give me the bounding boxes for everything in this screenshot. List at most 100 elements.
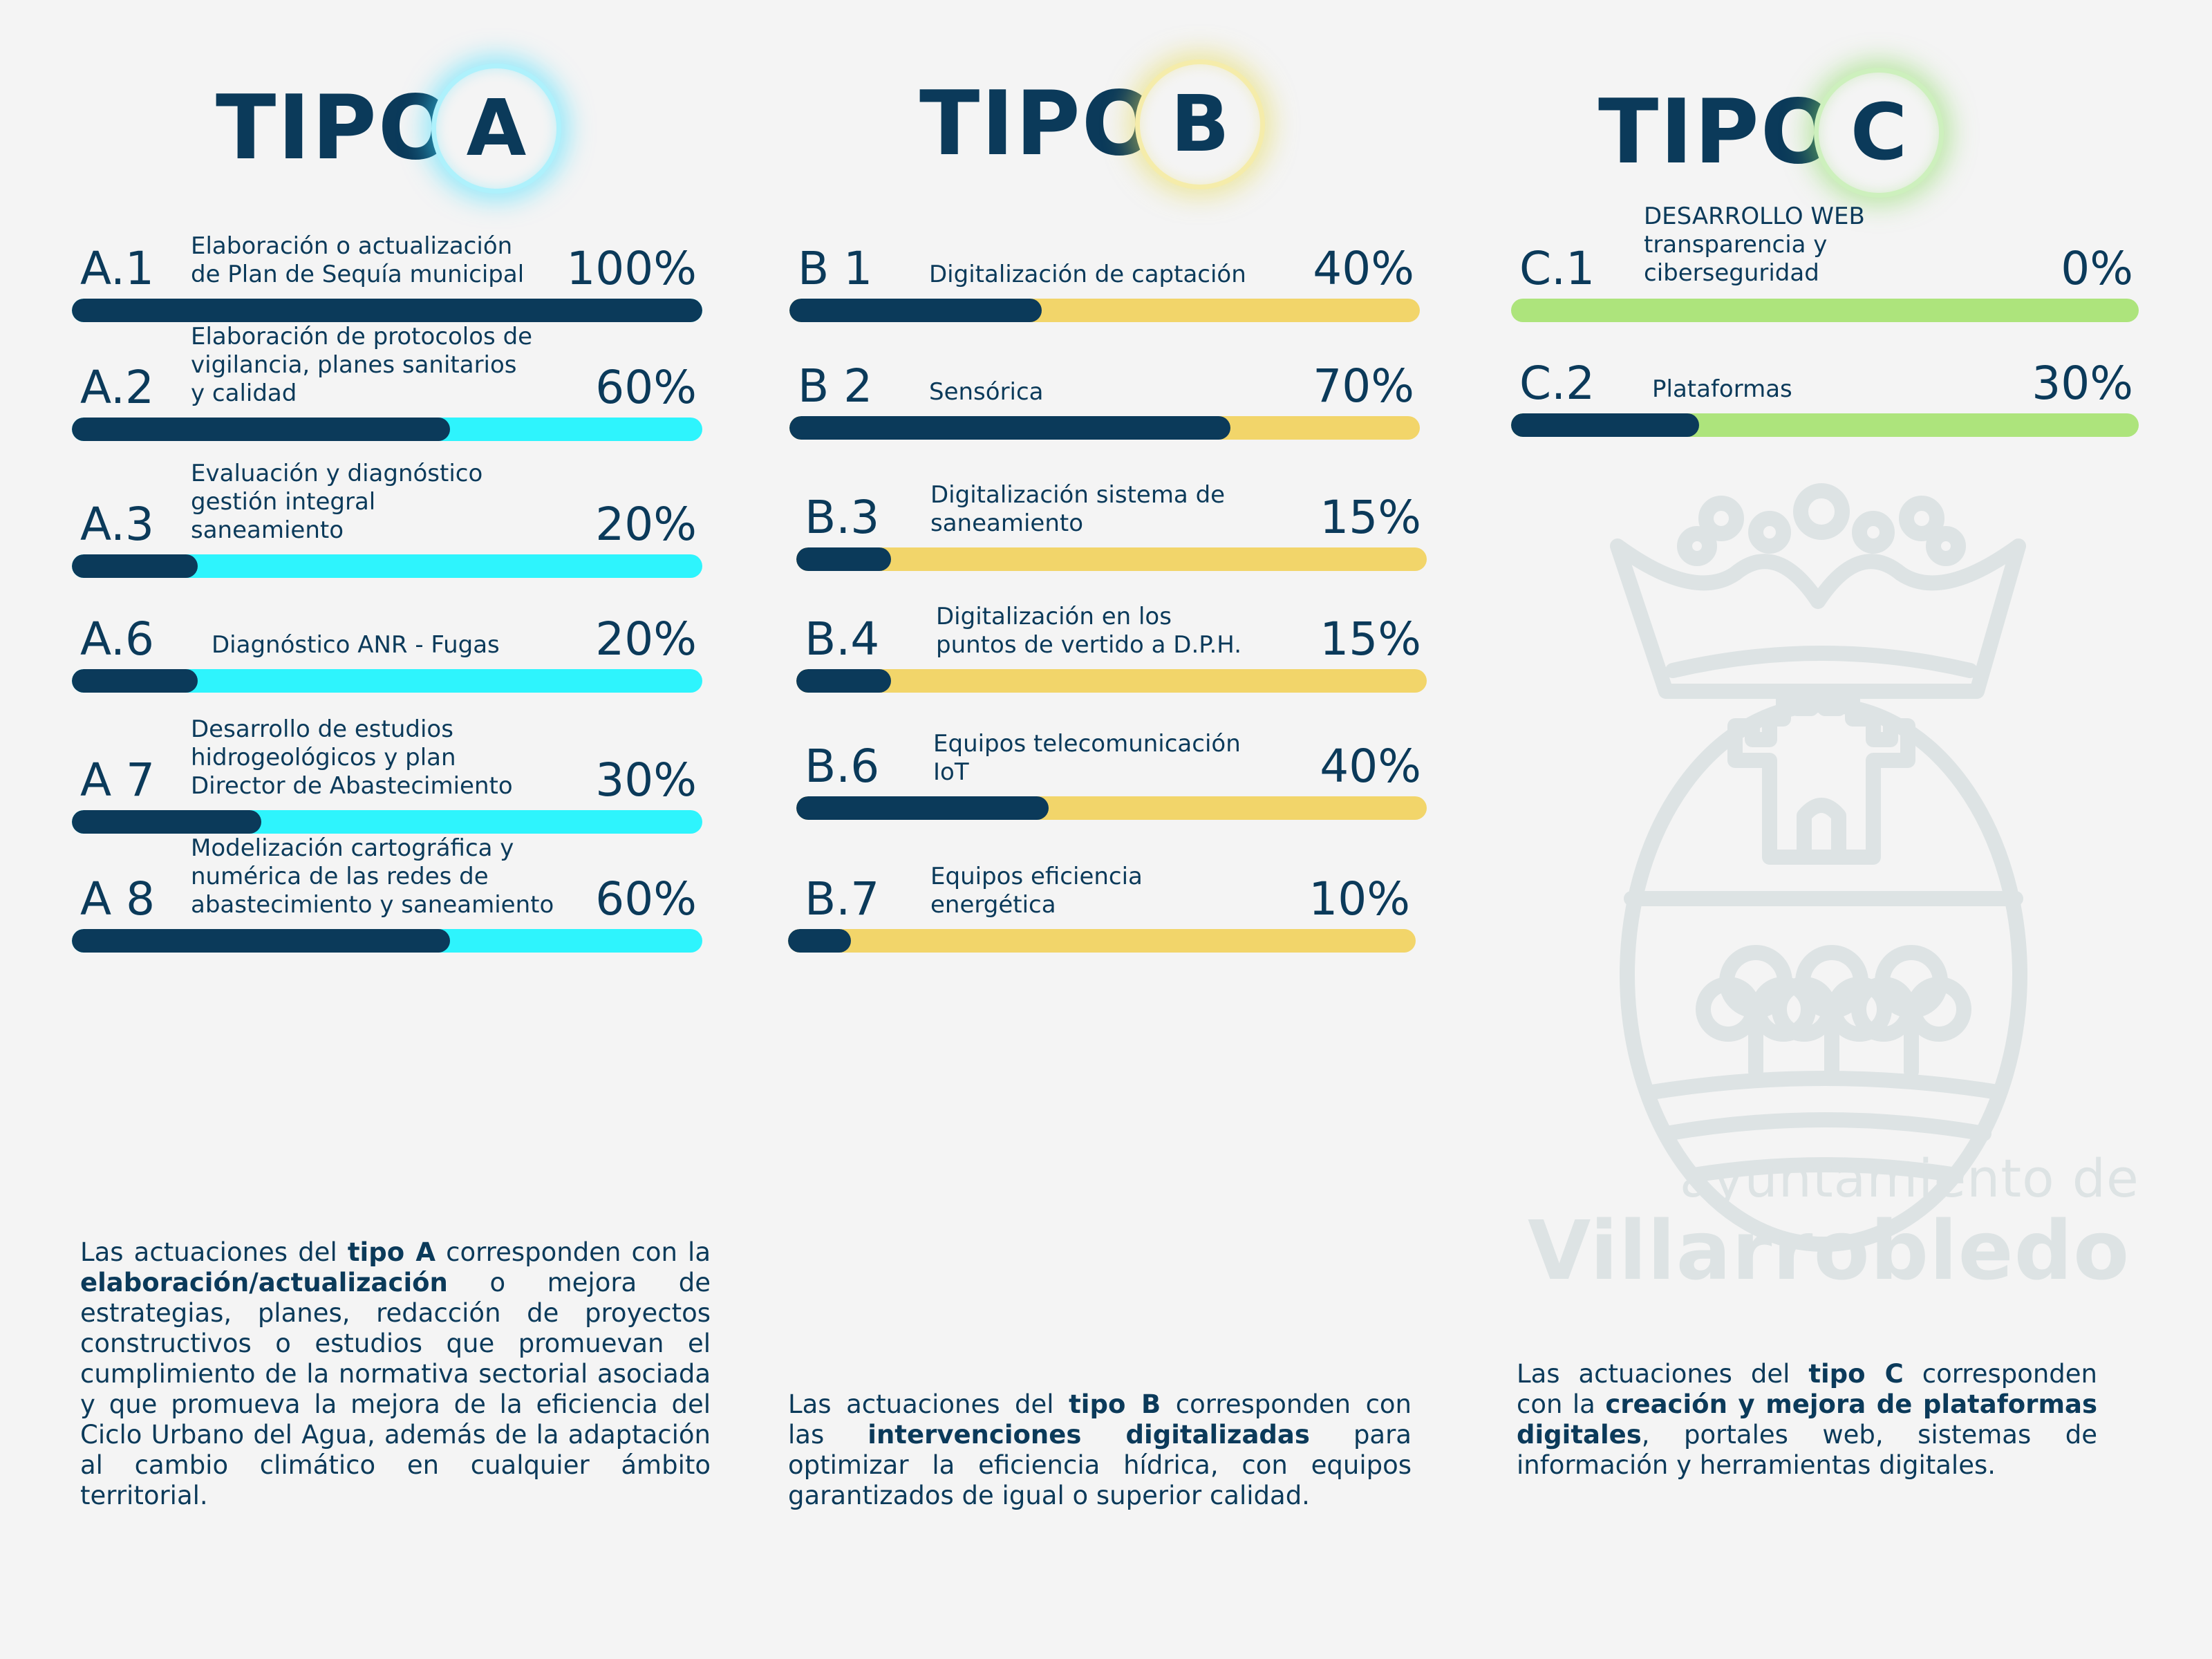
progress-item-a6: A.6 Diagnóstico ANR - Fugas 20% bbox=[72, 582, 702, 693]
progress-fill bbox=[789, 299, 1042, 322]
coat-of-arms-icon bbox=[1610, 483, 2027, 1252]
item-label: Elaboración o actualización de Plan de S… bbox=[191, 232, 525, 288]
header-letter-circle: B bbox=[1135, 59, 1265, 189]
description-tipo-a: Las actuaciones del tipo A corresponden … bbox=[80, 1237, 711, 1511]
progress-track bbox=[72, 669, 702, 693]
progress-fill bbox=[72, 554, 198, 578]
item-label: Diagnóstico ANR - Fugas bbox=[212, 631, 500, 659]
item-code: B 1 bbox=[798, 242, 873, 295]
item-code: A.1 bbox=[80, 242, 154, 295]
item-percent: 20% bbox=[595, 498, 697, 551]
item-percent: 30% bbox=[595, 753, 697, 807]
progress-fill bbox=[72, 929, 451, 953]
item-percent: 100% bbox=[566, 242, 697, 295]
bold-span: creación y mejora de plataformas digital… bbox=[1517, 1389, 2098, 1450]
text-span: corresponden con la bbox=[1517, 1359, 2098, 1419]
item-code: A.2 bbox=[80, 361, 154, 414]
item-percent: 40% bbox=[1313, 242, 1414, 295]
item-label: Modelización cartográfica y numérica de … bbox=[191, 834, 554, 919]
progress-fill bbox=[72, 299, 702, 322]
progress-fill bbox=[72, 418, 451, 441]
header-letter-circle: C bbox=[1814, 68, 1944, 198]
progress-item-a7: A 7 Desarrollo de estudios hidrogeológic… bbox=[72, 715, 702, 834]
progress-item-a3: A.3 Evaluación y diagnóstico gestión int… bbox=[72, 460, 702, 578]
text-span: para optimizar la eficiencia hídrica, co… bbox=[788, 1420, 1412, 1510]
progress-track bbox=[72, 299, 702, 322]
progress-item-b4: B.4 Digitalización en los puntos de vert… bbox=[796, 582, 1427, 693]
progress-item-b3: B.3 Digitalización sistema de saneamient… bbox=[796, 460, 1427, 571]
item-label: Desarrollo de estudios hidrogeológicos y… bbox=[191, 715, 513, 800]
item-label: Digitalización sistema de saneamiento bbox=[930, 481, 1226, 537]
item-code: B.3 bbox=[805, 491, 880, 544]
item-label: Elaboración de protocolos de vigilancia,… bbox=[191, 323, 533, 407]
progress-item-b2: B 2 Sensórica 70% bbox=[789, 329, 1420, 440]
item-code: B.6 bbox=[805, 740, 880, 793]
text-span: corresponden con las bbox=[788, 1389, 1412, 1450]
bold-span: elaboración/actualización bbox=[80, 1268, 448, 1297]
header-word: TIPO bbox=[216, 77, 455, 180]
progress-track bbox=[789, 299, 1420, 322]
item-code: A 7 bbox=[80, 753, 156, 807]
progress-item-a1: A.1 Elaboración o actualización de Plan … bbox=[72, 212, 702, 322]
bold-span: tipo A bbox=[347, 1237, 436, 1267]
item-label: Plataformas bbox=[1652, 375, 1792, 403]
item-code: B.4 bbox=[805, 612, 880, 666]
progress-item-b7: B.7 Equipos eficiencia energética 10% bbox=[788, 842, 1416, 953]
progress-fill bbox=[796, 547, 891, 571]
progress-item-b6: B.6 Equipos telecomunicación IoT 40% bbox=[796, 709, 1427, 820]
item-percent: 30% bbox=[2032, 357, 2133, 410]
progress-track bbox=[796, 547, 1427, 571]
item-percent: 10% bbox=[1309, 872, 1410, 926]
item-label: Digitalización en los puntos de vertido … bbox=[936, 603, 1242, 659]
progress-item-a8: A 8 Modelización cartográfica y numérica… bbox=[72, 834, 702, 953]
progress-item-a2: A.2 Elaboración de protocolos de vigilan… bbox=[72, 323, 702, 441]
text-span: Las actuaciones del bbox=[788, 1389, 1069, 1419]
item-code: A 8 bbox=[80, 872, 156, 926]
progress-track bbox=[789, 416, 1420, 440]
item-label: Sensórica bbox=[929, 378, 1044, 406]
item-label: Digitalización de captación bbox=[929, 261, 1246, 288]
text-span: o mejora de estrategias, planes, redacci… bbox=[80, 1268, 711, 1510]
item-code: A.6 bbox=[80, 612, 154, 666]
bold-span: tipo C bbox=[1808, 1359, 1904, 1389]
bold-span: intervenciones digitalizadas bbox=[868, 1420, 1310, 1450]
progress-fill bbox=[72, 810, 261, 834]
progress-item-c2: C.2 Plataformas 30% bbox=[1511, 326, 2139, 437]
bold-span: tipo B bbox=[1069, 1389, 1161, 1419]
progress-track bbox=[796, 796, 1427, 820]
header-word: TIPO bbox=[1598, 81, 1837, 184]
progress-track bbox=[72, 554, 702, 578]
description-tipo-b: Las actuaciones del tipo B corresponden … bbox=[788, 1389, 1412, 1511]
description-tipo-c: Las actuaciones del tipo C corresponden … bbox=[1517, 1359, 2097, 1481]
watermark-line2: Villarrobledo bbox=[1528, 1203, 2130, 1298]
progress-track bbox=[72, 810, 702, 834]
progress-item-b1: B 1 Digitalización de captación 40% bbox=[789, 212, 1420, 322]
progress-fill bbox=[789, 416, 1231, 440]
progress-fill bbox=[788, 929, 851, 953]
item-label: Equipos telecomunicación IoT bbox=[933, 730, 1241, 786]
item-code: B 2 bbox=[798, 359, 873, 413]
text-span: , portales web, sistemas de información … bbox=[1517, 1420, 2097, 1480]
text-span: corresponden con la bbox=[435, 1237, 711, 1267]
header-letter-circle: A bbox=[431, 64, 561, 194]
watermark-line1: ayuntamiento de bbox=[1680, 1147, 2139, 1209]
progress-fill bbox=[72, 669, 198, 693]
item-percent: 70% bbox=[1313, 359, 1414, 413]
item-percent: 15% bbox=[1320, 491, 1421, 544]
progress-fill bbox=[1511, 413, 1700, 437]
progress-track bbox=[796, 669, 1427, 693]
text-span: Las actuaciones del bbox=[1517, 1359, 1809, 1389]
progress-item-c1: C.1 DESARROLLO WEB transparencia y ciber… bbox=[1511, 203, 2139, 322]
item-code: A.3 bbox=[80, 498, 154, 551]
item-label: DESARROLLO WEB transparencia y cibersegu… bbox=[1644, 203, 1865, 287]
item-percent: 20% bbox=[595, 612, 697, 666]
item-code: B.7 bbox=[805, 872, 880, 926]
progress-track bbox=[1511, 413, 2139, 437]
header-word: TIPO bbox=[919, 73, 1159, 176]
progress-fill bbox=[796, 796, 1049, 820]
text-span: Las actuaciones del bbox=[80, 1237, 348, 1267]
item-percent: 15% bbox=[1320, 612, 1421, 666]
progress-fill bbox=[796, 669, 891, 693]
progress-track bbox=[72, 418, 702, 441]
item-code: C.1 bbox=[1519, 242, 1595, 295]
